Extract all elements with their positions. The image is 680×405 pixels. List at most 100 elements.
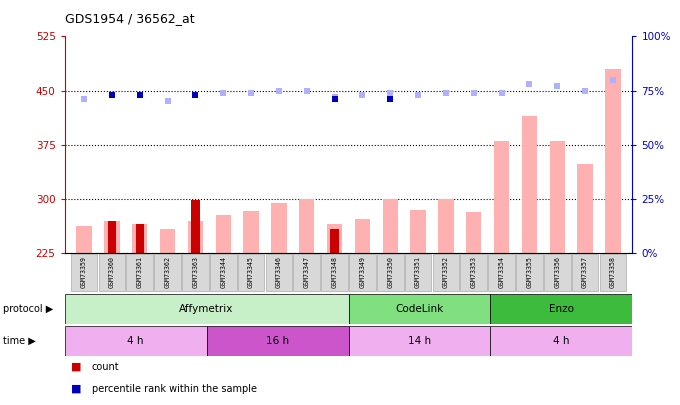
- Text: GSM73351: GSM73351: [415, 256, 421, 288]
- Point: [190, 92, 201, 98]
- Point: [385, 90, 396, 96]
- FancyBboxPatch shape: [71, 254, 97, 291]
- Bar: [243, 211, 258, 253]
- Bar: [494, 141, 509, 253]
- Text: GSM73357: GSM73357: [582, 256, 588, 288]
- FancyBboxPatch shape: [490, 294, 632, 324]
- Point: [496, 90, 507, 96]
- Point: [385, 96, 396, 102]
- Bar: [216, 215, 231, 253]
- Text: GSM73354: GSM73354: [498, 256, 505, 288]
- Bar: [132, 224, 148, 253]
- Text: GDS1954 / 36562_at: GDS1954 / 36562_at: [65, 12, 194, 25]
- FancyBboxPatch shape: [266, 254, 292, 291]
- Text: 14 h: 14 h: [408, 336, 431, 346]
- Text: GSM73361: GSM73361: [137, 256, 143, 288]
- Text: 4 h: 4 h: [553, 336, 570, 346]
- FancyBboxPatch shape: [65, 326, 207, 356]
- Bar: [188, 221, 203, 253]
- Text: GSM73360: GSM73360: [109, 256, 115, 288]
- Bar: [411, 210, 426, 253]
- FancyBboxPatch shape: [207, 326, 348, 356]
- Text: ■: ■: [71, 362, 82, 371]
- FancyBboxPatch shape: [460, 254, 487, 291]
- FancyBboxPatch shape: [348, 294, 490, 324]
- Bar: [160, 229, 175, 253]
- Point: [273, 87, 284, 94]
- Bar: [577, 164, 593, 253]
- FancyBboxPatch shape: [210, 254, 237, 291]
- Text: GSM73344: GSM73344: [220, 256, 226, 288]
- FancyBboxPatch shape: [349, 254, 376, 291]
- Text: GSM73349: GSM73349: [360, 256, 365, 288]
- Text: ■: ■: [71, 384, 82, 394]
- Point: [107, 92, 118, 98]
- FancyBboxPatch shape: [600, 254, 626, 291]
- Text: 4 h: 4 h: [127, 336, 144, 346]
- Point: [218, 90, 228, 96]
- FancyBboxPatch shape: [377, 254, 404, 291]
- Point: [329, 96, 340, 102]
- Point: [551, 83, 562, 90]
- Point: [524, 81, 535, 87]
- Point: [162, 98, 173, 104]
- Bar: [330, 229, 339, 253]
- Text: GSM73353: GSM73353: [471, 256, 477, 288]
- Bar: [135, 224, 144, 253]
- Bar: [327, 224, 342, 253]
- Text: 16 h: 16 h: [266, 336, 289, 346]
- Bar: [299, 199, 314, 253]
- FancyBboxPatch shape: [348, 326, 490, 356]
- FancyBboxPatch shape: [65, 294, 348, 324]
- Point: [135, 92, 146, 98]
- Point: [357, 92, 368, 98]
- Point: [607, 77, 618, 83]
- Point: [469, 90, 479, 96]
- Text: GSM73356: GSM73356: [554, 256, 560, 288]
- FancyBboxPatch shape: [293, 254, 320, 291]
- Text: GSM73355: GSM73355: [526, 256, 532, 288]
- FancyBboxPatch shape: [238, 254, 265, 291]
- Text: GSM73352: GSM73352: [443, 256, 449, 288]
- Text: GSM73359: GSM73359: [81, 256, 87, 288]
- FancyBboxPatch shape: [321, 254, 348, 291]
- Bar: [549, 141, 565, 253]
- Text: GSM73350: GSM73350: [387, 256, 393, 288]
- Bar: [107, 221, 116, 253]
- Bar: [466, 212, 481, 253]
- Bar: [439, 199, 454, 253]
- Point: [329, 94, 340, 100]
- Bar: [271, 202, 286, 253]
- Point: [579, 87, 590, 94]
- Text: CodeLink: CodeLink: [395, 304, 443, 314]
- Point: [79, 96, 90, 102]
- FancyBboxPatch shape: [99, 254, 125, 291]
- Point: [135, 92, 146, 98]
- Bar: [355, 219, 370, 253]
- FancyBboxPatch shape: [572, 254, 598, 291]
- Bar: [191, 200, 200, 253]
- Text: time ▶: time ▶: [3, 336, 36, 346]
- FancyBboxPatch shape: [432, 254, 459, 291]
- Point: [413, 92, 424, 98]
- Text: GSM73348: GSM73348: [332, 256, 337, 288]
- Text: GSM73346: GSM73346: [276, 256, 282, 288]
- Text: percentile rank within the sample: percentile rank within the sample: [92, 384, 257, 394]
- Point: [301, 87, 312, 94]
- FancyBboxPatch shape: [405, 254, 431, 291]
- Text: GSM73347: GSM73347: [304, 256, 310, 288]
- Text: GSM73363: GSM73363: [192, 256, 199, 288]
- Text: Affymetrix: Affymetrix: [180, 304, 234, 314]
- Point: [107, 92, 118, 98]
- Point: [245, 90, 256, 96]
- Text: GSM73345: GSM73345: [248, 256, 254, 288]
- FancyBboxPatch shape: [488, 254, 515, 291]
- Point: [190, 92, 201, 98]
- FancyBboxPatch shape: [490, 326, 632, 356]
- Text: Enzo: Enzo: [549, 304, 574, 314]
- Text: GSM73362: GSM73362: [165, 256, 171, 288]
- Bar: [104, 221, 120, 253]
- Bar: [383, 199, 398, 253]
- Bar: [605, 69, 621, 253]
- Bar: [76, 226, 92, 253]
